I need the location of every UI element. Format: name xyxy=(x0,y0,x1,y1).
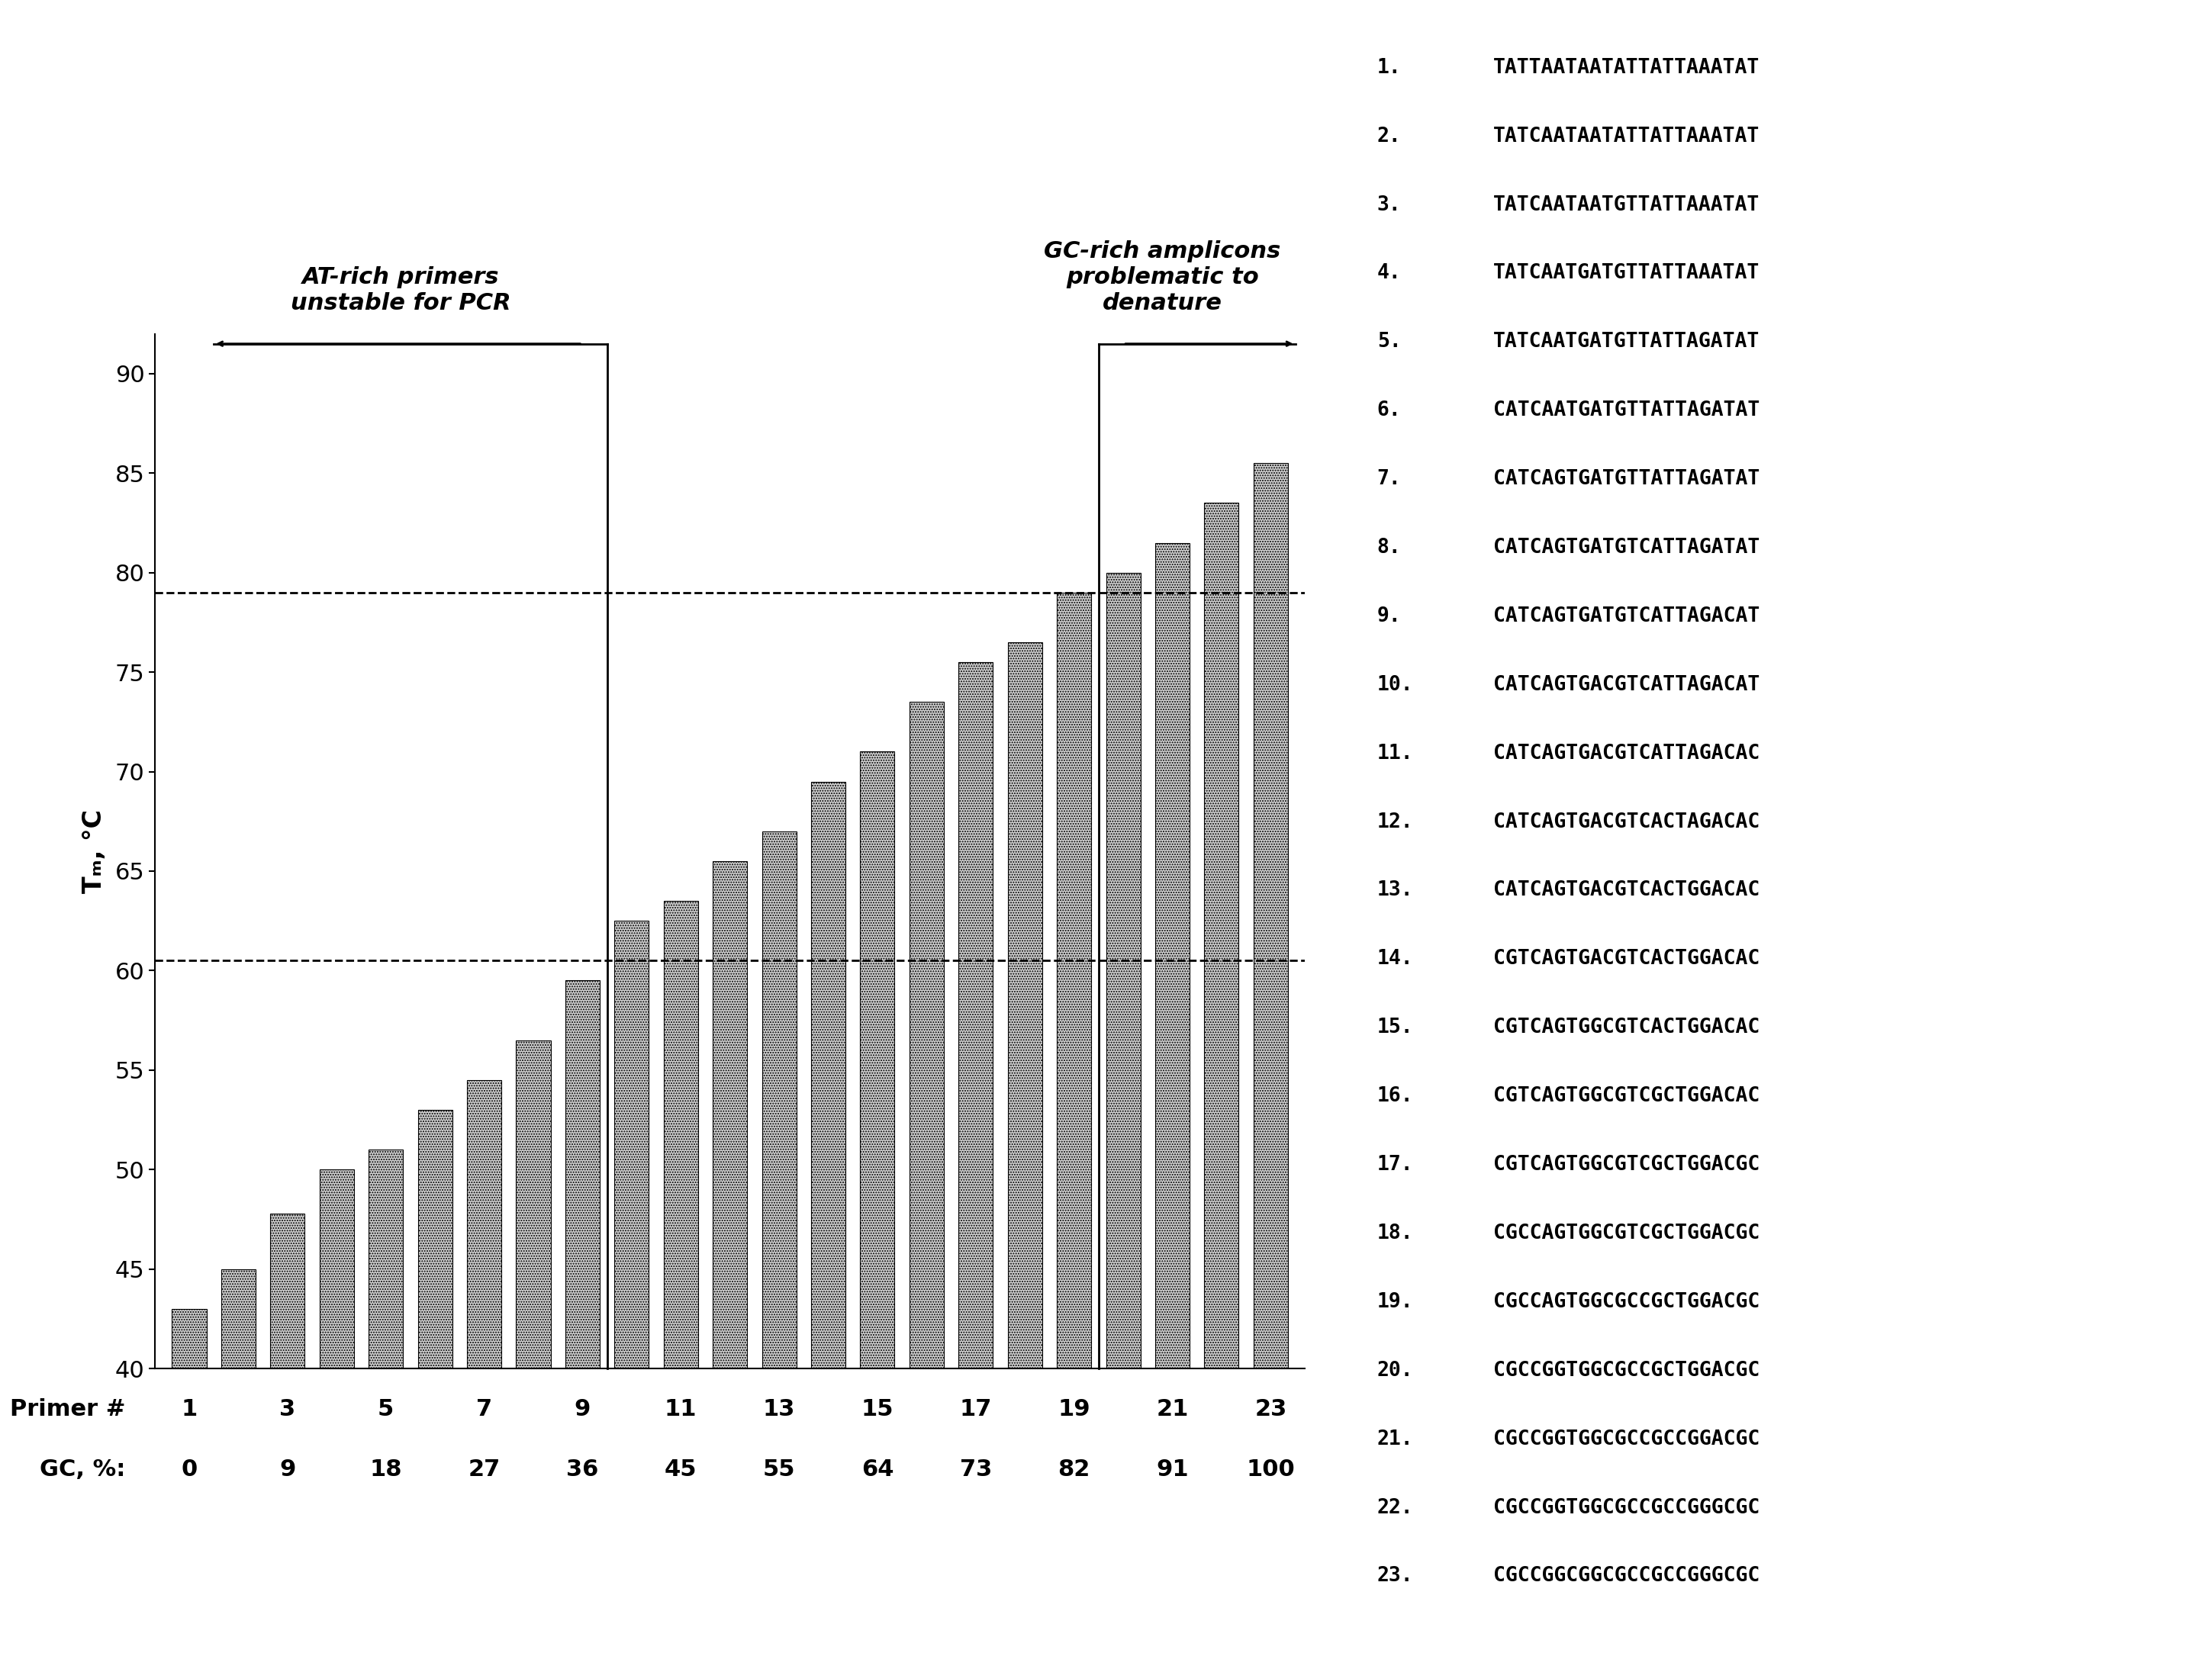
Text: 13: 13 xyxy=(763,1399,796,1420)
Text: CGCCAGTGGCGCCGCTGGACGC: CGCCAGTGGCGCCGCTGGACGC xyxy=(1493,1292,1759,1312)
Text: 1: 1 xyxy=(181,1399,197,1420)
Text: 18: 18 xyxy=(369,1459,403,1480)
Text: CGTCAGTGGCGTCACTGGACAC: CGTCAGTGGCGTCACTGGACAC xyxy=(1493,1018,1759,1038)
Text: Primer #: Primer # xyxy=(9,1399,126,1420)
Text: 73: 73 xyxy=(960,1459,991,1480)
Text: 45: 45 xyxy=(664,1459,697,1480)
Text: CATCAGTGATGTCATTAGATAT: CATCAGTGATGTCATTAGATAT xyxy=(1493,537,1759,557)
Text: CATCAGTGACGTCACTAGACAC: CATCAGTGACGTCACTAGACAC xyxy=(1493,813,1759,831)
Bar xyxy=(860,751,894,1369)
Text: GC-rich amplicons
problematic to
denature: GC-rich amplicons problematic to denatur… xyxy=(1044,240,1281,314)
Bar xyxy=(369,1150,403,1369)
Text: 20.: 20. xyxy=(1376,1360,1413,1380)
Text: CGCCGGTGGCGCCGCTGGACGC: CGCCGGTGGCGCCGCTGGACGC xyxy=(1493,1360,1759,1380)
Text: TATCAATAATGTTATTAAATAT: TATCAATAATGTTATTAAATAT xyxy=(1493,195,1759,215)
Text: 19.: 19. xyxy=(1376,1292,1413,1312)
Text: 11: 11 xyxy=(664,1399,697,1420)
Text: 16.: 16. xyxy=(1376,1087,1413,1107)
Text: 21.: 21. xyxy=(1376,1429,1413,1449)
Text: 55: 55 xyxy=(763,1459,796,1480)
Text: 21: 21 xyxy=(1157,1399,1188,1420)
Bar xyxy=(221,1268,257,1369)
Bar xyxy=(1009,643,1042,1369)
Bar xyxy=(1057,592,1091,1369)
Text: CGCCGGTGGCGCCGCCGGACGC: CGCCGGTGGCGCCGCCGGACGC xyxy=(1493,1429,1759,1449)
Bar xyxy=(712,861,748,1369)
Text: 9: 9 xyxy=(279,1459,296,1480)
Text: CGCCAGTGGCGTCGCTGGACGC: CGCCAGTGGCGTCGCTGGACGC xyxy=(1493,1223,1759,1243)
Bar xyxy=(761,831,796,1369)
Text: 15: 15 xyxy=(860,1399,894,1420)
Text: 100: 100 xyxy=(1245,1459,1294,1480)
Text: CATCAGTGATGTTATTAGATAT: CATCAGTGATGTTATTAGATAT xyxy=(1493,469,1759,489)
Bar xyxy=(467,1080,502,1369)
Text: CGCCGGTGGCGCCGCCGGGCGC: CGCCGGTGGCGCCGCCGGGCGC xyxy=(1493,1497,1759,1517)
Text: 17.: 17. xyxy=(1376,1155,1413,1175)
Text: CATCAATGATGTTATTAGATAT: CATCAATGATGTTATTAGATAT xyxy=(1493,401,1759,421)
Text: CGTCAGTGACGTCACTGGACAC: CGTCAGTGACGTCACTGGACAC xyxy=(1493,950,1759,970)
Text: 3: 3 xyxy=(279,1399,296,1420)
Text: CATCAGTGACGTCACTGGACAC: CATCAGTGACGTCACTGGACAC xyxy=(1493,881,1759,901)
Text: 27: 27 xyxy=(469,1459,500,1480)
Text: 36: 36 xyxy=(566,1459,599,1480)
Bar xyxy=(812,781,845,1369)
Text: GC, %:: GC, %: xyxy=(40,1459,126,1480)
Text: CGTCAGTGGCGTCGCTGGACGC: CGTCAGTGGCGTCGCTGGACGC xyxy=(1493,1155,1759,1175)
Text: 5: 5 xyxy=(378,1399,394,1420)
Text: TATCAATGATGTTATTAGATAT: TATCAATGATGTTATTAGATAT xyxy=(1493,332,1759,352)
Text: 13.: 13. xyxy=(1376,881,1413,901)
Text: CATCAGTGACGTCATTAGACAC: CATCAGTGACGTCATTAGACAC xyxy=(1493,743,1759,763)
Bar xyxy=(270,1213,305,1369)
Bar xyxy=(418,1110,451,1369)
Text: CGTCAGTGGCGTCGCTGGACAC: CGTCAGTGGCGTCGCTGGACAC xyxy=(1493,1087,1759,1107)
Text: 23.: 23. xyxy=(1376,1567,1413,1586)
Text: 2.: 2. xyxy=(1376,127,1400,147)
Text: CATCAGTGACGTCATTAGACAT: CATCAGTGACGTCATTAGACAT xyxy=(1493,674,1759,694)
Text: 7.: 7. xyxy=(1376,469,1400,489)
Text: 4.: 4. xyxy=(1376,264,1400,284)
Bar xyxy=(319,1170,354,1369)
Text: 91: 91 xyxy=(1157,1459,1188,1480)
Text: 10.: 10. xyxy=(1376,674,1413,694)
Text: 8.: 8. xyxy=(1376,537,1400,557)
Bar xyxy=(1106,572,1141,1369)
Text: 0: 0 xyxy=(181,1459,197,1480)
Text: 14.: 14. xyxy=(1376,950,1413,970)
Text: 19: 19 xyxy=(1057,1399,1091,1420)
Y-axis label: Tₘ, °C: Tₘ, °C xyxy=(82,809,106,893)
Bar xyxy=(909,703,945,1369)
Text: 64: 64 xyxy=(860,1459,894,1480)
Text: 6.: 6. xyxy=(1376,401,1400,421)
Text: TATTAATAATATTATTAAATAT: TATTAATAATATTATTAAATAT xyxy=(1493,58,1759,77)
Text: 7: 7 xyxy=(476,1399,493,1420)
Text: 17: 17 xyxy=(960,1399,991,1420)
Text: 23: 23 xyxy=(1254,1399,1287,1420)
Text: 22.: 22. xyxy=(1376,1497,1413,1517)
Text: AT-rich primers
unstable for PCR: AT-rich primers unstable for PCR xyxy=(290,265,511,314)
Bar xyxy=(515,1040,551,1369)
Text: 5.: 5. xyxy=(1376,332,1400,352)
Text: 9.: 9. xyxy=(1376,606,1400,626)
Text: TATCAATAATATTATTAAATAT: TATCAATAATATTATTAAATAT xyxy=(1493,127,1759,147)
Text: 3.: 3. xyxy=(1376,195,1400,215)
Bar xyxy=(664,901,699,1369)
Text: 15.: 15. xyxy=(1376,1018,1413,1038)
Bar xyxy=(1155,542,1190,1369)
Text: TATCAATGATGTTATTAAATAT: TATCAATGATGTTATTAAATAT xyxy=(1493,264,1759,284)
Bar xyxy=(958,663,993,1369)
Bar xyxy=(173,1308,206,1369)
Text: CGCCGGCGGCGCCGCCGGGCGC: CGCCGGCGGCGCCGCCGGGCGC xyxy=(1493,1567,1759,1586)
Bar xyxy=(1254,462,1287,1369)
Text: CATCAGTGATGTCATTAGACAT: CATCAGTGATGTCATTAGACAT xyxy=(1493,606,1759,626)
Bar xyxy=(566,981,599,1369)
Bar xyxy=(615,921,648,1369)
Text: 12.: 12. xyxy=(1376,813,1413,831)
Text: 9: 9 xyxy=(575,1399,591,1420)
Bar xyxy=(1203,502,1239,1369)
Text: 18.: 18. xyxy=(1376,1223,1413,1243)
Text: 1.: 1. xyxy=(1376,58,1400,77)
Text: 11.: 11. xyxy=(1376,743,1413,763)
Text: 82: 82 xyxy=(1057,1459,1091,1480)
